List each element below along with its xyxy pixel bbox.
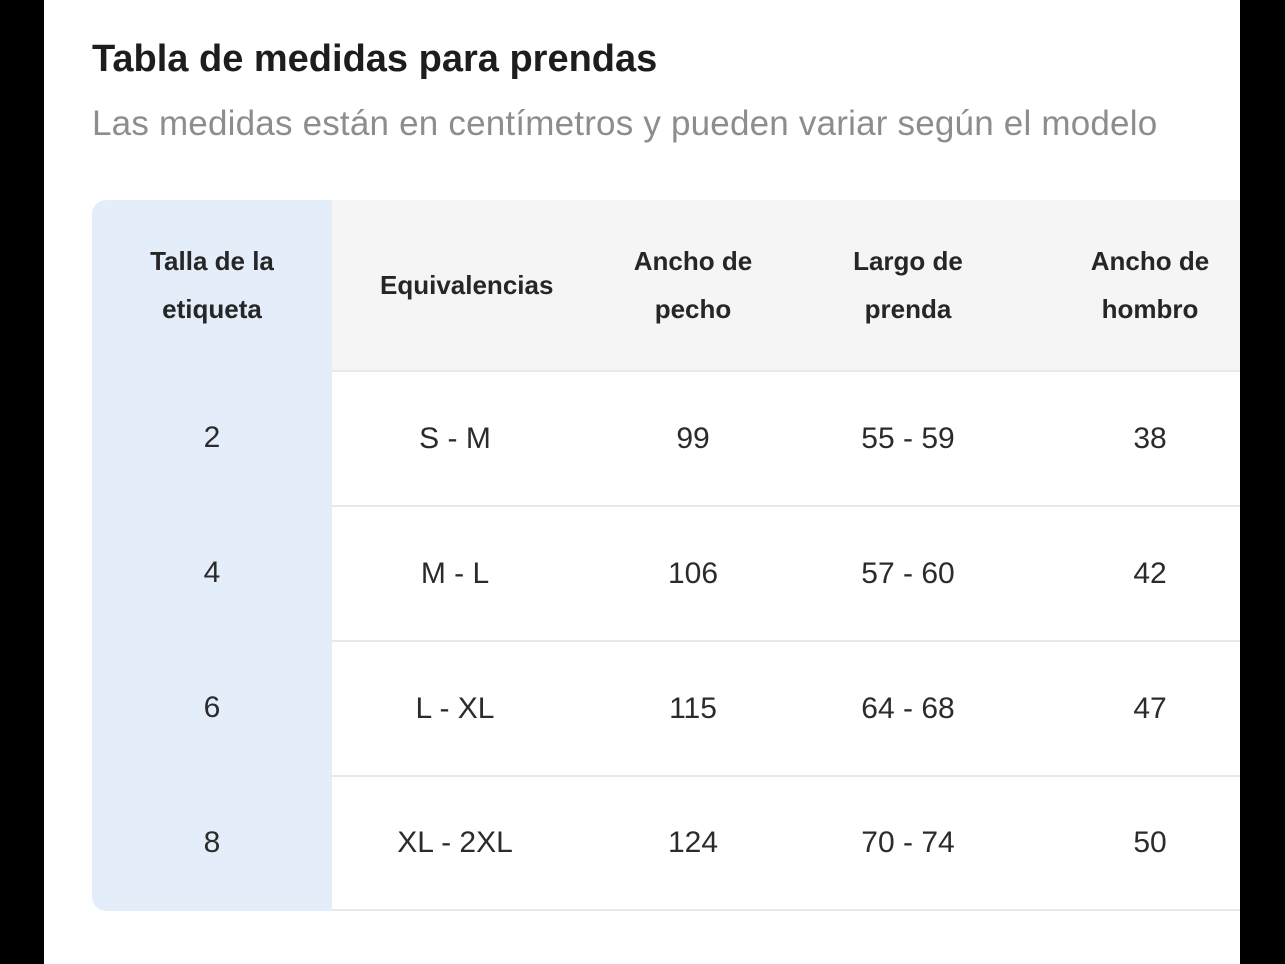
- table-cell: S - M: [332, 370, 578, 505]
- table-cell: 38: [1008, 370, 1240, 505]
- row-label-cell: 8: [203, 826, 221, 859]
- column-header: Talla de la etiqueta: [92, 200, 332, 370]
- row-label-cell: 6: [203, 690, 221, 724]
- table-cell: 64 - 68: [808, 640, 1008, 775]
- size-guide-panel: Tabla de medidas para prendas Las medida…: [44, 0, 1240, 964]
- table-cell: 124: [578, 775, 808, 911]
- size-table: Talla de la etiqueta Equivalencias Ancho d…: [92, 200, 1240, 911]
- column-header-label: Equivalencias: [380, 270, 554, 300]
- row-label-cell: 4: [203, 555, 221, 589]
- column-header: Ancho de hombro: [1008, 200, 1240, 370]
- table-cell: M - L: [332, 505, 578, 640]
- row-label-cell: 2: [203, 420, 221, 454]
- column-header: Ancho de pecho: [578, 200, 808, 370]
- page-title: Tabla de medidas para prendas: [92, 38, 658, 80]
- label-size-column-highlight: [92, 200, 332, 911]
- table-cell: 42: [1008, 505, 1240, 640]
- column-header-label: Ancho de pecho: [633, 246, 753, 324]
- column-header: Equivalencias: [332, 200, 578, 370]
- table-cell: 55 - 59: [808, 370, 1008, 505]
- table-cell: 106: [578, 505, 808, 640]
- column-header: Largo de prenda: [808, 200, 1008, 370]
- table-cell: 47: [1008, 640, 1240, 775]
- table-cell: 70 - 74: [808, 775, 1008, 911]
- column-header-label: Largo de prenda: [853, 246, 963, 324]
- table-cell: 99: [578, 370, 808, 505]
- page-subtitle: Las medidas están en centímetros y puede…: [92, 104, 1158, 143]
- column-header-label: Talla de la etiqueta: [150, 246, 274, 324]
- table-cell: 50: [1008, 775, 1240, 911]
- letterbox-right: [1240, 0, 1285, 964]
- table-cell: 57 - 60: [808, 505, 1008, 640]
- table-cell: XL - 2XL: [332, 775, 578, 911]
- column-header-label: Ancho de hombro: [1090, 246, 1210, 324]
- letterbox-left: [0, 0, 44, 964]
- table-cell: L - XL: [332, 640, 578, 775]
- size-table-wrap: Talla de la etiqueta Equivalencias Ancho d…: [92, 200, 1240, 911]
- table-cell: 115: [578, 640, 808, 775]
